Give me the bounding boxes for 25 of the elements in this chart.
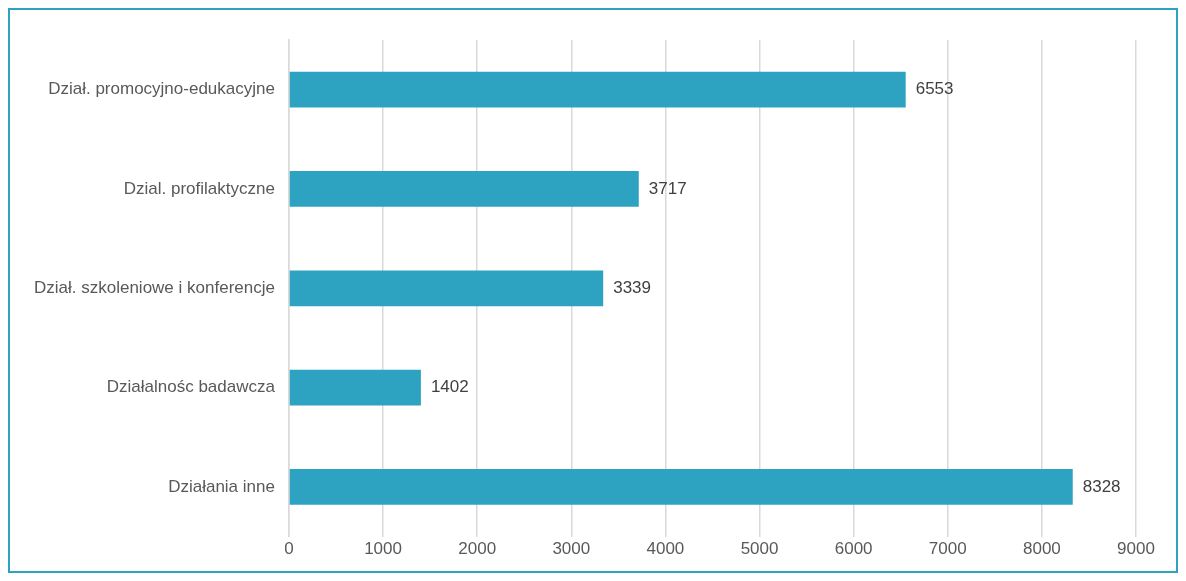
data-label: 1402 [430, 377, 469, 397]
data-label: 8328 [1082, 476, 1121, 496]
bar [289, 270, 604, 307]
bar [289, 71, 906, 108]
data-label: 3339 [613, 277, 652, 297]
x-tick-label: 7000 [928, 539, 967, 559]
y-tick-label: Działania inne [168, 476, 275, 496]
x-tick-label: 3000 [552, 539, 591, 559]
data-label: 3717 [648, 178, 687, 198]
y-tick-label: Dzial. profilaktyczne [123, 178, 275, 198]
x-tick-label: 0 [284, 539, 294, 559]
x-tick-label: 4000 [646, 539, 685, 559]
bar [289, 469, 1073, 505]
x-tick-label: 1000 [364, 539, 402, 559]
x-tick-label: 6000 [834, 539, 873, 559]
data-label: 6553 [915, 79, 954, 99]
x-tick-label: 5000 [740, 539, 779, 559]
bar [289, 171, 639, 207]
y-tick-label: Działalnośc badawcza [106, 377, 276, 397]
x-tick-label: 8000 [1022, 539, 1061, 559]
bar [289, 369, 421, 406]
y-tick-label: Dział. szkoleniowe i konferencje [33, 277, 275, 297]
x-tick-label: 2000 [458, 539, 497, 559]
y-tick-label: Dział. promocyjno-edukacyjne [48, 79, 275, 99]
x-tick-label: 9000 [1117, 539, 1155, 559]
